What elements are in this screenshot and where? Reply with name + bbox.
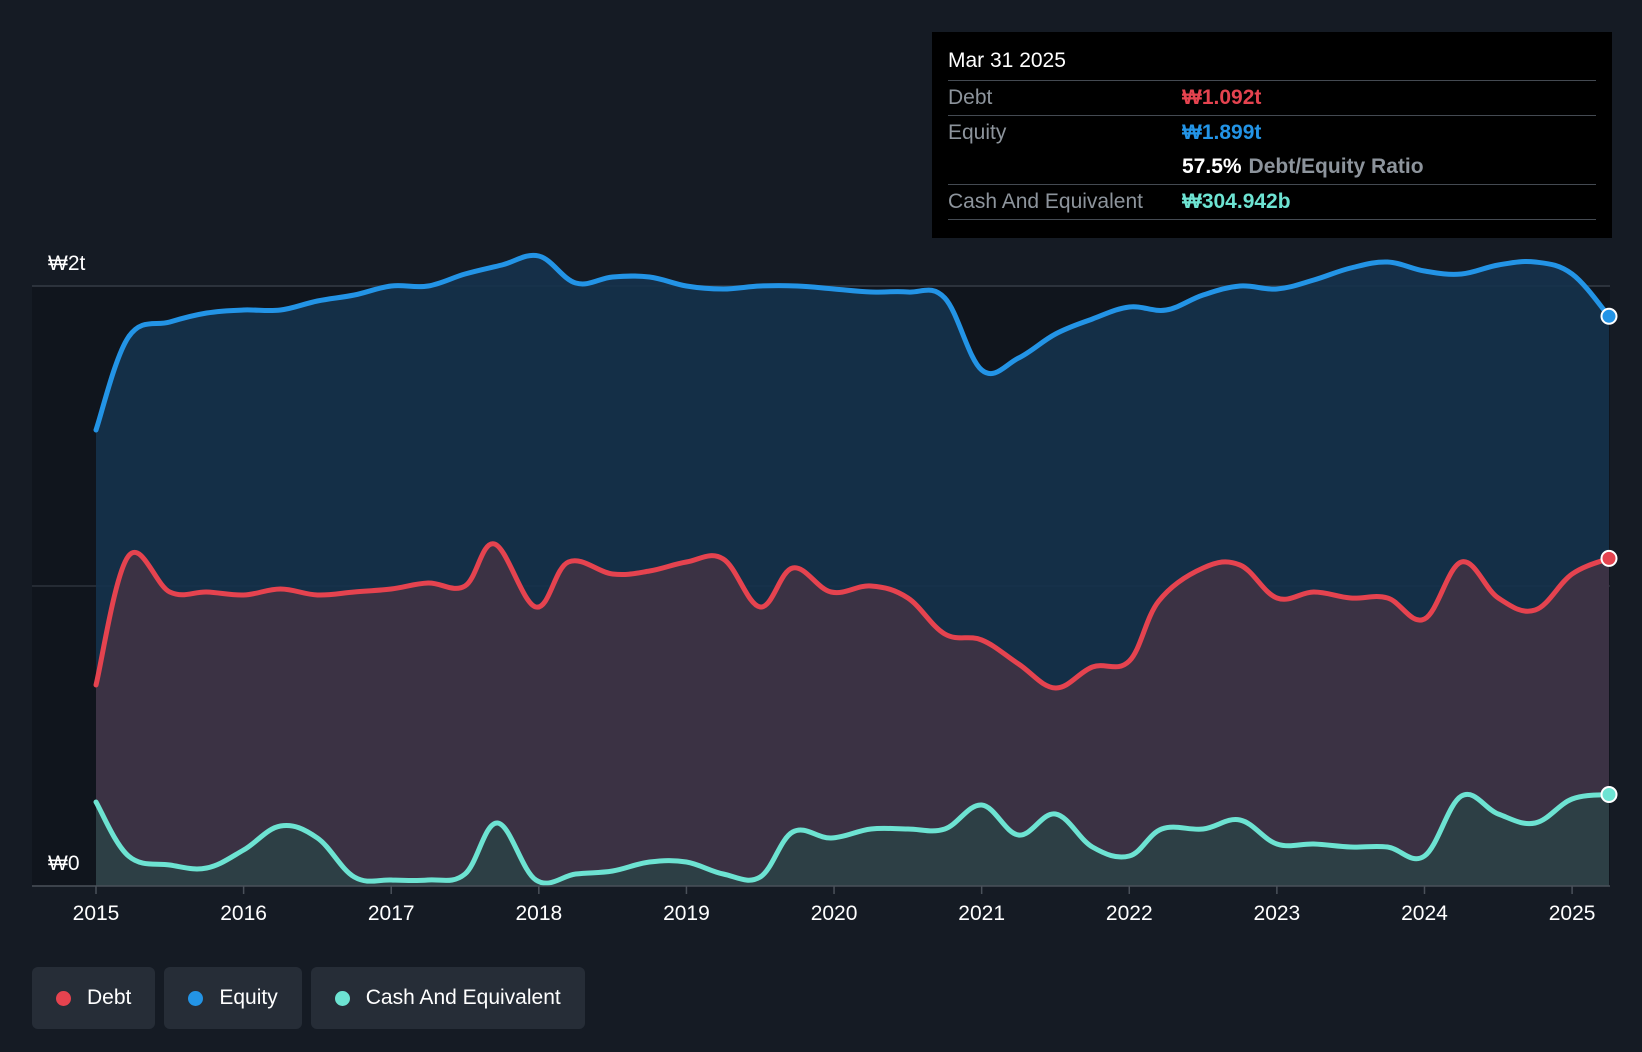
equity-end-marker [1600, 307, 1618, 325]
chart-legend: Debt Equity Cash And Equivalent [32, 967, 585, 1029]
cash-and-equivalent-end-marker [1600, 786, 1618, 803]
legend-item-cash[interactable]: Cash And Equivalent [310, 967, 585, 1029]
x-tick-label-2018: 2018 [515, 902, 562, 925]
debt-line [93, 541, 1612, 691]
tooltip-row-debt: Debt ₩1.092t [948, 81, 1596, 116]
tooltip-row-equity: Equity ₩1.899t [948, 116, 1596, 150]
tooltip-ratio-value: 57.5% [1182, 155, 1242, 178]
tooltip-label-equity: Equity [948, 121, 1007, 144]
legend-label-equity: Equity [219, 986, 278, 1009]
series-end-markers [1600, 307, 1618, 803]
legend-label-cash: Cash And Equivalent [365, 986, 561, 1009]
data-tooltip: Mar 31 2025 Debt ₩1.092t Equity ₩1.899t … [932, 32, 1612, 238]
x-tick-label-2020: 2020 [811, 902, 858, 925]
series-lines [93, 252, 1612, 886]
x-tick-label-2019: 2019 [663, 902, 710, 925]
x-tick-label-2016: 2016 [220, 902, 267, 925]
cash-and-equivalent-line [93, 791, 1612, 886]
tooltip-value-cash: ₩304.942b [1182, 190, 1291, 213]
tooltip-label-cash: Cash And Equivalent [948, 190, 1143, 213]
equity-line [93, 252, 1612, 433]
y-axis-top-label: ₩2t [48, 252, 86, 275]
tooltip-ratio-spacer [948, 150, 1182, 184]
tooltip-ratio-label: Debt/Equity Ratio [1248, 155, 1424, 178]
x-tick-label-2015: 2015 [73, 902, 120, 925]
legend-label-debt: Debt [87, 986, 132, 1009]
x-axis-ticks: 2015 2016 2017 2018 2019 2020 2021 2022 2023 2024… [73, 886, 1596, 925]
legend-dot-cash-icon [334, 990, 350, 1006]
legend-item-equity[interactable]: Equity [164, 967, 302, 1029]
x-tick-label-2022: 2022 [1106, 902, 1153, 925]
tooltip-label-debt: Debt [948, 86, 993, 109]
tooltip-row-cash: Cash And Equivalent ₩304.942b [948, 185, 1596, 220]
legend-dot-equity-icon [188, 990, 204, 1006]
tooltip-value-debt: ₩1.092t [1182, 86, 1262, 109]
x-tick-label-2025: 2025 [1549, 902, 1596, 925]
tooltip-value-equity: ₩1.899t [1182, 121, 1262, 144]
legend-dot-debt-icon [56, 990, 71, 1006]
tooltip-row-ratio: 57.5% Debt/Equity Ratio [948, 150, 1596, 185]
x-tick-label-2024: 2024 [1401, 902, 1448, 925]
series-areas [96, 255, 1609, 887]
debt-area [96, 543, 1609, 886]
tooltip-date: Mar 31 2025 [948, 46, 1596, 81]
x-tick-label-2023: 2023 [1254, 902, 1301, 925]
x-tick-label-2021: 2021 [958, 902, 1005, 925]
x-tick-label-2017: 2017 [368, 902, 415, 925]
debt-end-marker [1600, 549, 1618, 567]
legend-item-debt[interactable]: Debt [32, 967, 156, 1029]
y-axis-bottom-label: ₩0 [48, 852, 80, 875]
